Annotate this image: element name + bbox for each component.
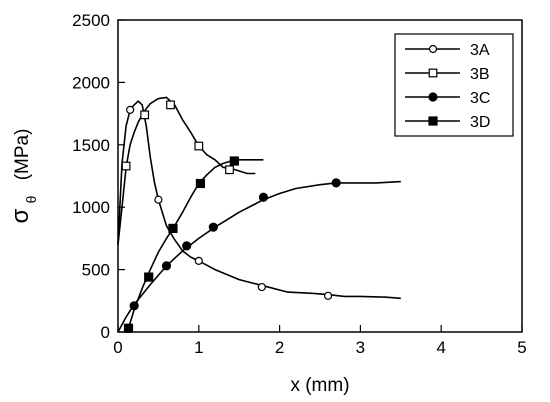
- legend-marker-3b: [428, 68, 438, 78]
- data-point-3a: [126, 105, 135, 114]
- y-axis-subscript: θ: [23, 195, 39, 203]
- legend-label-3a: 3A: [470, 42, 490, 59]
- legend-marker-3d: [428, 116, 438, 126]
- series-markers: [121, 100, 341, 333]
- data-point-3d: [123, 323, 134, 333]
- data-point-3c: [161, 261, 172, 271]
- svg-text:σ θ (MPa): σ θ (MPa): [7, 129, 41, 224]
- data-point-3b: [166, 100, 175, 110]
- x-tick-label: 3: [356, 338, 365, 357]
- data-point-3c: [331, 178, 341, 188]
- data-point-3c: [182, 241, 192, 251]
- x-tick-label: 1: [194, 338, 203, 357]
- data-point-3a: [194, 256, 203, 265]
- plot-frame: [117, 19, 523, 333]
- y-axis-title: σ θ (MPa): [7, 129, 41, 224]
- legend-label-3c: 3C: [470, 90, 490, 107]
- data-point-3c: [129, 301, 139, 311]
- series-line-3c: [117, 180, 401, 333]
- x-tick-label: 5: [517, 338, 526, 357]
- data-point-3b: [194, 141, 204, 151]
- x-axis-title: x (mm): [290, 375, 349, 396]
- data-point-3d: [229, 156, 239, 166]
- data-point-3d: [195, 178, 206, 189]
- axis-ticks: 0 1 2 3 4 5 0 500 1000 1500 2000 2500: [72, 11, 527, 357]
- y-tick-label: 1500: [72, 136, 110, 155]
- data-point-3b: [140, 110, 150, 120]
- data-point-3d: [168, 223, 178, 234]
- legend-marker-3a: [428, 44, 438, 54]
- y-tick-label: 2000: [72, 73, 110, 92]
- x-tick-label: 4: [436, 338, 445, 357]
- data-point-3c: [258, 192, 269, 202]
- data-point-3a: [257, 282, 266, 292]
- data-point-3d: [144, 272, 154, 282]
- x-tick-label: 2: [275, 338, 284, 357]
- legend-label-3d: 3D: [470, 114, 490, 131]
- data-point-3a: [323, 291, 333, 300]
- legend-marker-3c: [428, 92, 438, 102]
- data-point-3c: [208, 222, 218, 232]
- y-axis-symbol: σ: [7, 208, 34, 223]
- legend: 3A 3B 3C 3D: [394, 33, 514, 137]
- data-point-3b: [121, 161, 131, 171]
- y-axis-unit: (MPa): [12, 129, 33, 181]
- y-tick-label: 2500: [72, 11, 110, 30]
- y-tick-label: 500: [82, 261, 110, 280]
- y-tick-label: 0: [101, 323, 110, 342]
- data-point-3a: [154, 195, 163, 204]
- series-line-3b: [117, 96, 256, 245]
- x-tick-label: 0: [113, 338, 122, 357]
- legend-label-3b: 3B: [470, 66, 490, 83]
- legend-box: [394, 33, 514, 137]
- series-lines: [117, 96, 401, 333]
- y-tick-label: 1000: [72, 198, 110, 217]
- data-point-3b: [225, 165, 234, 175]
